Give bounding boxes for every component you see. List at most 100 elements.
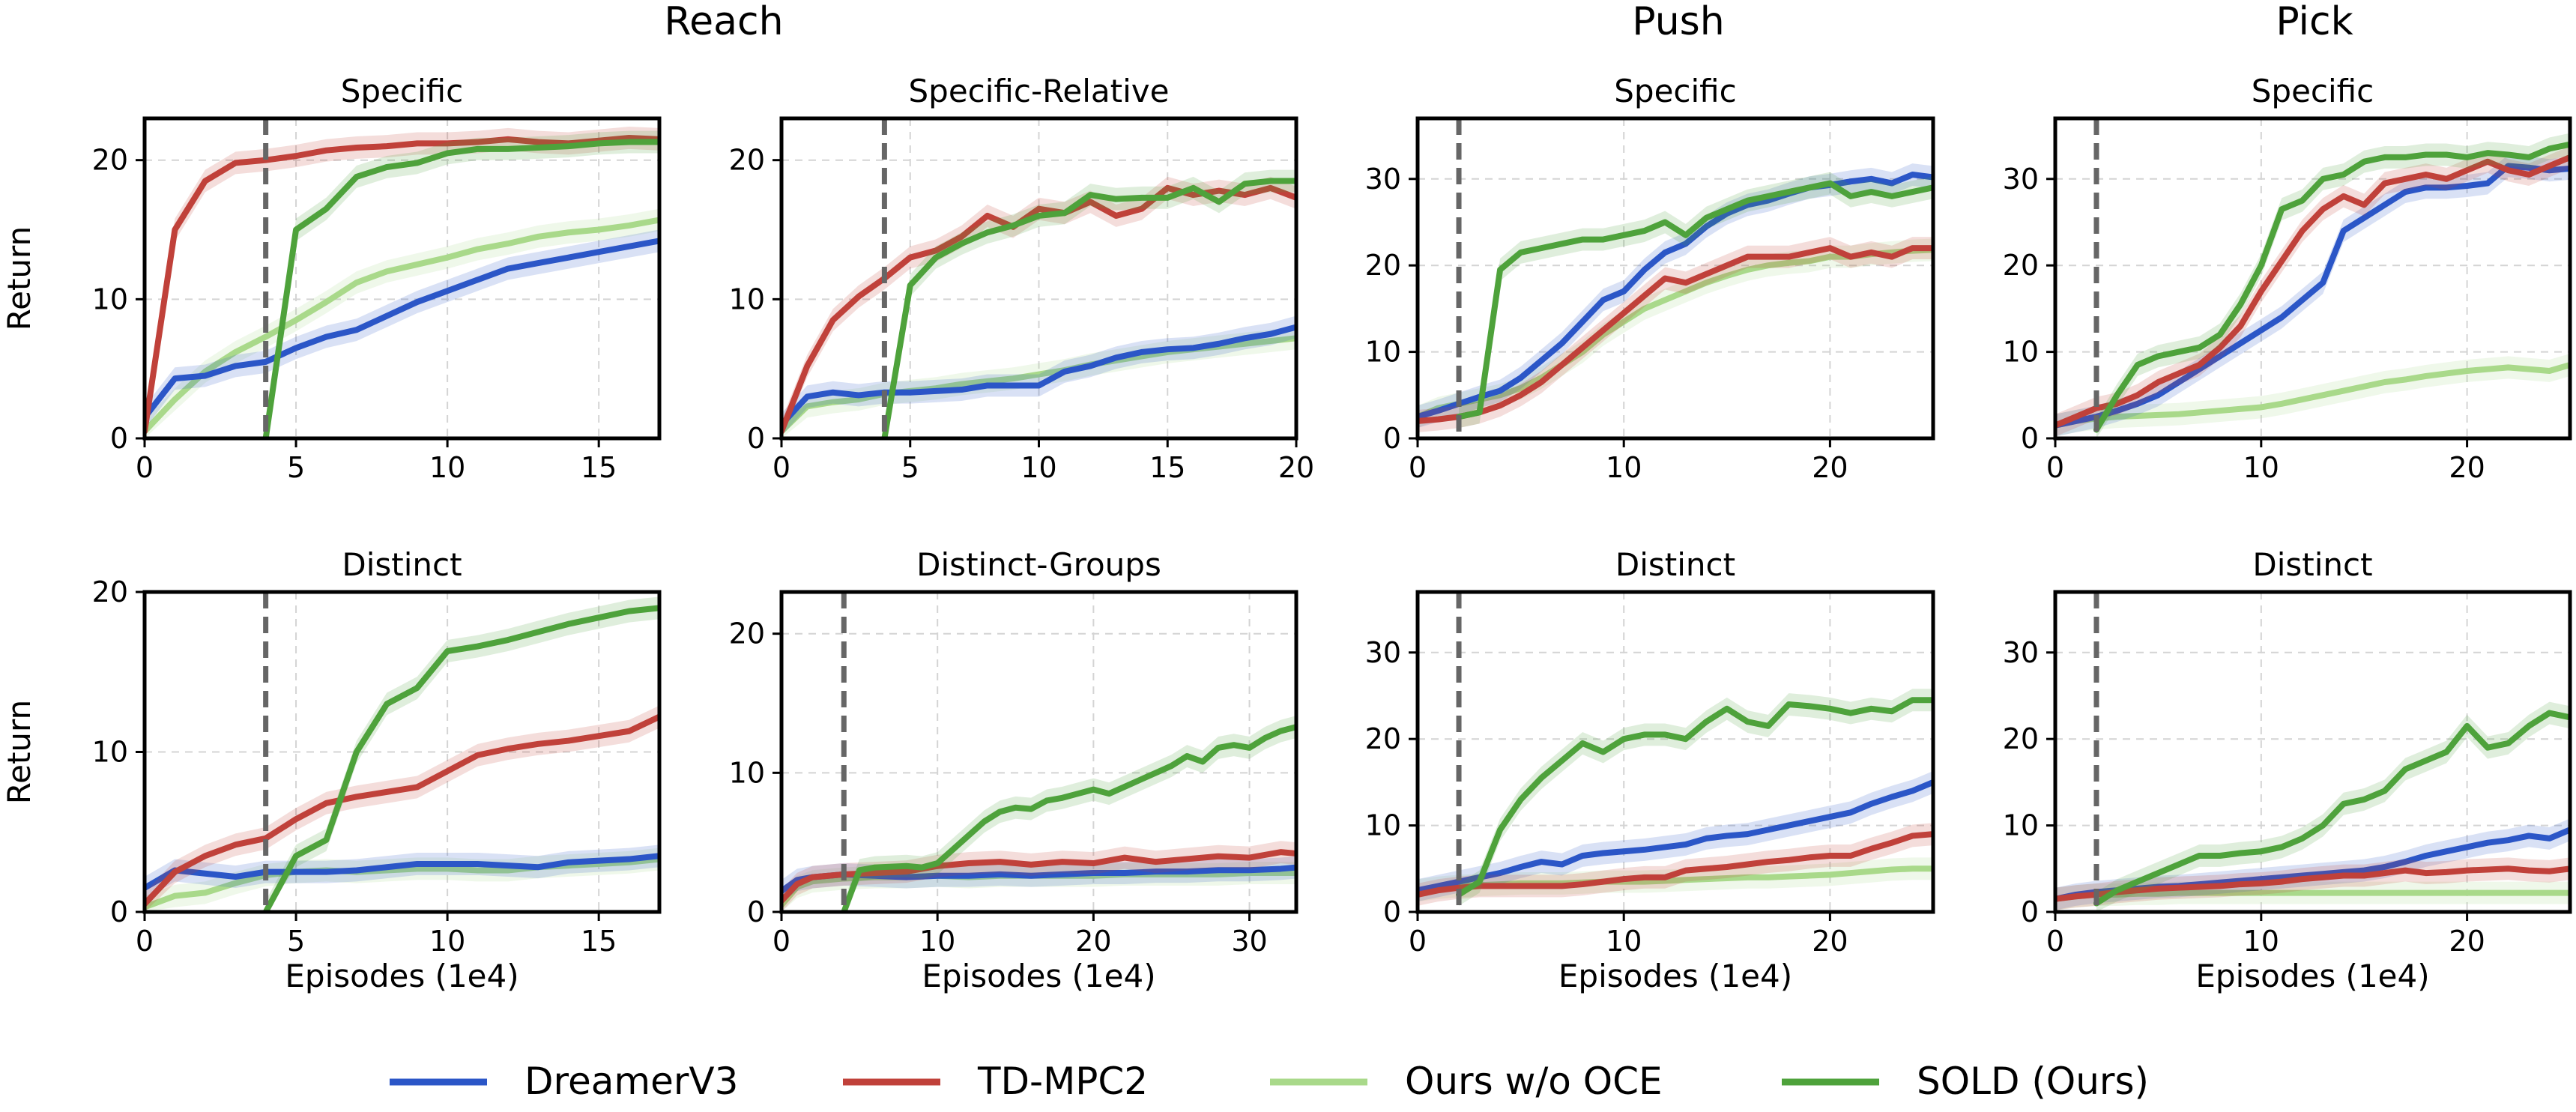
legend-label: SOLD (Ours) [1917,1060,2149,1103]
plot-area [1418,689,1933,906]
x-tick-label: 0 [1409,925,1427,958]
panel-reach-distinct: 0 5 10 15 0 10 20 Distinct Episodes (1e4) Return [1,546,662,994]
x-tick-label: 30 [1231,925,1267,958]
x-tick-label: 0 [136,925,154,958]
series-line-sold-ours- [2093,141,2570,433]
y-tick-label: 20 [92,575,128,608]
series-line-dreamerv3 [1418,172,1933,420]
subplot-title: Distinct [342,546,462,583]
series-line-ours-w-o-oce [2055,361,2570,429]
x-tick-label: 5 [901,451,919,484]
x-tick-label: 10 [1606,451,1642,484]
confidence-band-dreamerv3 [781,315,1296,436]
series-line-ours-w-o-oce [2055,889,2570,902]
x-tick-label: 20 [1812,451,1848,484]
confidence-band-ours-w-o-oce [145,208,659,438]
y-axis-label: Return [1,700,37,804]
confidence-band-dreamerv3 [1418,163,1933,429]
y-tick-label: 0 [1383,895,1401,928]
plot-area [1418,163,1933,432]
confidence-band-td-mpc2 [1418,237,1933,432]
series-line-sold-ours- [262,139,659,438]
plot-area [145,127,659,438]
series-line-sold-ours- [881,178,1296,438]
legend-item-ours-w-o-oce: Ours w/o OCE [1270,1060,1663,1103]
y-tick-label: 20 [729,144,765,177]
y-tick-label: 0 [1383,422,1401,455]
y-tick-label: 30 [2003,163,2039,196]
legend-item-td-mpc2: TD-MPC2 [843,1060,1148,1103]
series-line-td-mpc2 [1418,831,1933,898]
panel-reach-specific: 0 5 10 15 0 10 20 Specific Return [1,73,662,484]
series-line-ours-w-o-oce [145,217,659,435]
panel-pick-specific: 0 10 20 0 10 20 30 Specific [2003,73,2572,484]
x-tick-label: 15 [581,451,617,484]
axes-frame [142,116,662,441]
x-tick-label: 10 [2243,925,2279,958]
y-tick-label: 20 [729,617,765,650]
x-axis-label: Episodes (1e4) [2195,958,2429,994]
group-title-push: Push [1632,0,1724,44]
series-line-dreamerv3 [145,238,659,421]
x-tick-label: 0 [773,925,790,958]
y-tick-label: 20 [1365,722,1401,755]
x-tick-label: 5 [287,925,305,958]
confidence-band-sold-ours- [2096,133,2570,438]
y-tick-label: 30 [1365,163,1401,196]
confidence-band-sold-ours- [1459,172,1933,429]
y-tick-label: 20 [2003,722,2039,755]
x-tick-label: 10 [429,451,465,484]
x-tick-label: 15 [581,925,617,958]
confidence-band-sold-ours- [844,716,1296,912]
axes-frame [2053,590,2572,914]
x-axis-label: Episodes (1e4) [922,958,1155,994]
plot-area [781,716,1296,912]
x-tick-label: 20 [1075,925,1111,958]
legend-item-sold-ours-: SOLD (Ours) [1782,1060,2149,1103]
x-axis-label: Episodes (1e4) [1558,958,1792,994]
panel-reach-specific-relative: 0 5 10 15 20 0 10 20 Specific-Relative [729,73,1315,484]
x-tick-label: 10 [429,925,465,958]
legend: DreamerV3 TD-MPC2 Ours w/o OCE SOLD (Ours) [390,1060,2149,1103]
y-tick-label: 30 [2003,636,2039,669]
panels: 0 5 10 15 0 10 20 Specific Return 0 5 10 15 20 0 10 20 Sp… [1,73,2572,994]
confidence-band-dreamerv3 [2055,154,2570,437]
y-tick-label: 0 [110,422,128,455]
y-tick-label: 0 [2021,895,2039,928]
series-line-sold-ours- [262,605,659,912]
series-line-ours-w-o-oce [145,856,659,910]
y-axis-label: Return [1,226,37,330]
confidence-band-td-mpc2 [2055,145,2570,437]
x-tick-label: 0 [136,451,154,484]
x-tick-label: 20 [2449,451,2485,484]
group-title-reach: Reach [664,0,783,44]
group-titles: Reach Push Pick [664,0,2353,44]
confidence-band-td-mpc2 [781,176,1296,438]
y-tick-label: 0 [110,895,128,928]
series-line-sold-ours- [841,724,1296,912]
y-tick-label: 10 [92,282,128,315]
y-tick-label: 0 [747,422,765,455]
legend-label: DreamerV3 [524,1060,738,1103]
x-tick-label: 10 [1606,925,1642,958]
series-line-sold-ours- [2093,710,2570,907]
y-tick-label: 10 [729,756,765,789]
axes-frame [2053,116,2572,441]
x-tick-label: 5 [287,451,305,484]
series-line-td-mpc2 [1418,245,1933,424]
confidence-band-sold-ours- [1459,689,1933,906]
x-tick-label: 20 [1812,925,1848,958]
legend-label: Ours w/o OCE [1405,1060,1663,1103]
plot-area [145,596,659,912]
plot-area [2055,133,2570,438]
x-tick-label: 15 [1149,451,1185,484]
confidence-band-dreamerv3 [145,844,659,899]
series-line-dreamerv3 [2055,163,2570,429]
y-tick-label: 20 [2003,249,2039,282]
group-title-pick: Pick [2276,0,2353,44]
subplot-title: Specific [2252,73,2374,109]
x-tick-label: 0 [773,451,790,484]
subplot-title: Distinct [1615,546,1735,583]
y-tick-label: 10 [1365,336,1401,369]
y-tick-label: 10 [2003,336,2039,369]
